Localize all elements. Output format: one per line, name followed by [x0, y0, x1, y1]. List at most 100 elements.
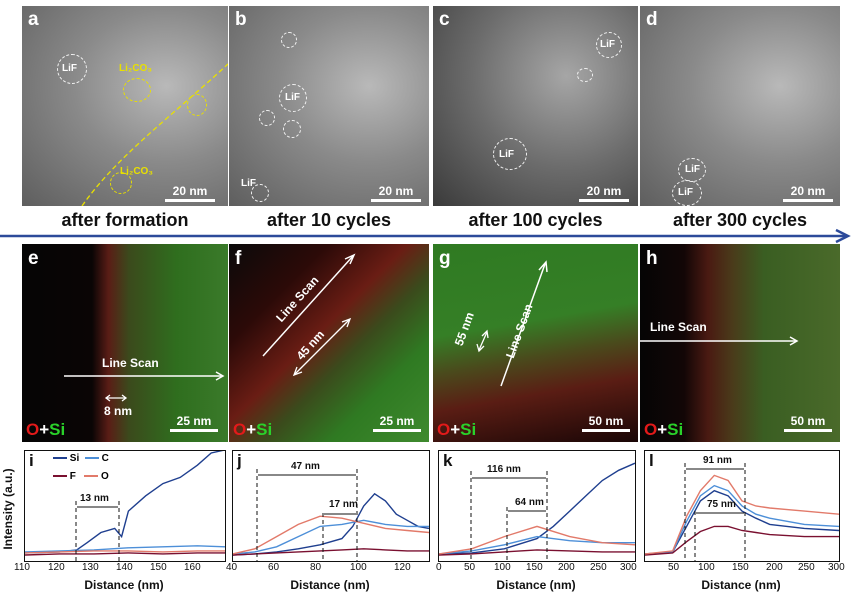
panel-letter: i [29, 451, 34, 470]
x-tick: 200 [766, 562, 783, 573]
eds-element-label: O+Si [437, 420, 477, 439]
scale-bar: 25 nm [170, 414, 218, 432]
x-tick: 60 [268, 562, 280, 573]
x-tick: 250 [798, 562, 815, 573]
tem-image-b: b LiF LiF 20 nm [229, 6, 429, 206]
panel-letter: d [646, 9, 658, 30]
interphase-width: 8 nm [104, 404, 133, 418]
series-c-line [645, 484, 839, 555]
series-c-line [233, 519, 429, 555]
x-tick: 0 [436, 562, 442, 573]
tem-image-d: d LiF LiF 20 nm [640, 6, 840, 206]
line-scan-arrow [64, 371, 225, 402]
width-annotation-inner: 17 nm [329, 499, 358, 510]
width-annotation: 13 nm [80, 493, 109, 504]
y-axis-label: Intensity (a.u.) [1, 468, 15, 550]
x-tick: 50 [668, 562, 680, 573]
x-axis-label: Distance (nm) [701, 578, 781, 592]
line-chart-l [645, 474, 839, 556]
legend-f: F [69, 471, 76, 482]
x-axis-label: Distance (nm) [84, 578, 164, 592]
eds-element-label: O+Si [26, 420, 66, 439]
eds-map-f: f Line Scan 45 nm O+Si 25 nm [229, 244, 429, 442]
x-tick: 110 [14, 562, 30, 573]
panel-letter: f [235, 248, 242, 269]
panel-letter: j [237, 451, 242, 470]
plot-j: j 47 nm 17 nm [232, 450, 430, 562]
eds-map-e: e Line Scan 8 nm O+Si 25 nm [22, 244, 228, 442]
interphase-markers [75, 501, 120, 561]
plot-l: l 91 nm 75 nm [644, 450, 840, 562]
x-tick: 140 [116, 562, 133, 573]
lif-label: LiF [499, 149, 514, 160]
series-o-line [645, 474, 839, 555]
lif-region [283, 120, 301, 138]
interphase-markers [256, 469, 358, 561]
caption-formation: after formation [61, 210, 189, 230]
series-c-line [25, 545, 225, 553]
lif-region [493, 138, 527, 170]
scale-bar: 50 nm [582, 414, 630, 432]
tem-image-a: a LiF Li₂CO₃ Li₂CO₃ 20 nm [22, 6, 228, 206]
x-tick: 150 [150, 562, 167, 573]
x-tick: 50 [464, 562, 476, 573]
li2co3-region [187, 94, 207, 116]
li2co3-label-top: Li₂CO₃ [119, 63, 152, 74]
x-tick: 150 [732, 562, 749, 573]
eds-element-label: O+Si [233, 420, 273, 439]
x-tick: 250 [590, 562, 607, 573]
series-f-line [25, 552, 225, 556]
x-tick: 200 [558, 562, 575, 573]
lif-region [577, 68, 593, 82]
lif-label: LiF [600, 39, 615, 50]
lif-label: LiF [685, 164, 700, 175]
eds-element-label: O+Si [644, 420, 684, 439]
y-axis-label-wrap: Intensity (a.u.) [0, 450, 15, 570]
legend: Si C F O [53, 453, 123, 483]
panel-letter: g [439, 248, 451, 269]
line-scan-label: Line Scan [650, 320, 707, 334]
lif-region [57, 54, 87, 84]
series-si-line [439, 462, 635, 555]
series-f-line [645, 525, 839, 556]
lif-region [259, 110, 275, 126]
lif-label: LiF [62, 63, 77, 74]
x-tick: 150 [526, 562, 543, 573]
series-o-line [233, 515, 429, 555]
lif-region [596, 32, 622, 58]
lif-region [279, 84, 307, 112]
x-tick: 300 [828, 562, 845, 573]
tem-image-c: c LiF LiF 20 nm [433, 6, 638, 206]
width-annotation-outer: 91 nm [703, 455, 732, 466]
panel-letter: e [28, 248, 39, 269]
width-annotation-inner: 64 nm [515, 497, 544, 508]
panel-letter: c [439, 9, 450, 30]
x-tick: 120 [48, 562, 65, 573]
series-o-line [25, 550, 225, 554]
li2co3-region [123, 78, 151, 102]
lif-region [281, 32, 297, 48]
x-tick: 120 [394, 562, 411, 573]
scale-bar: 20 nm [783, 184, 833, 202]
caption-10-cycles: after 10 cycles [266, 210, 392, 230]
lif-label: LiF [241, 178, 256, 189]
x-tick: 100 [494, 562, 511, 573]
caption-300-cycles: after 300 cycles [672, 210, 808, 230]
x-tick: 100 [698, 562, 715, 573]
scale-bar: 20 nm [165, 184, 215, 202]
x-tick: 40 [226, 562, 238, 573]
scale-bar: 50 nm [784, 414, 832, 432]
eds-map-g: g Line Scan 55 nm O+Si 50 nm [433, 244, 638, 442]
lif-region [672, 180, 702, 206]
line-scan-arrow [640, 336, 799, 346]
scale-bar: 20 nm [579, 184, 629, 202]
x-tick: 130 [82, 562, 99, 573]
panel-letter: l [649, 451, 654, 470]
cycling-arrow [0, 228, 851, 244]
panel-letter: h [646, 248, 658, 269]
lif-label: LiF [678, 187, 693, 198]
li2co3-label-bottom: Li₂CO₃ [120, 166, 153, 177]
x-axis-label: Distance (nm) [496, 578, 576, 592]
legend-si: Si [69, 453, 80, 464]
x-tick: 160 [184, 562, 201, 573]
